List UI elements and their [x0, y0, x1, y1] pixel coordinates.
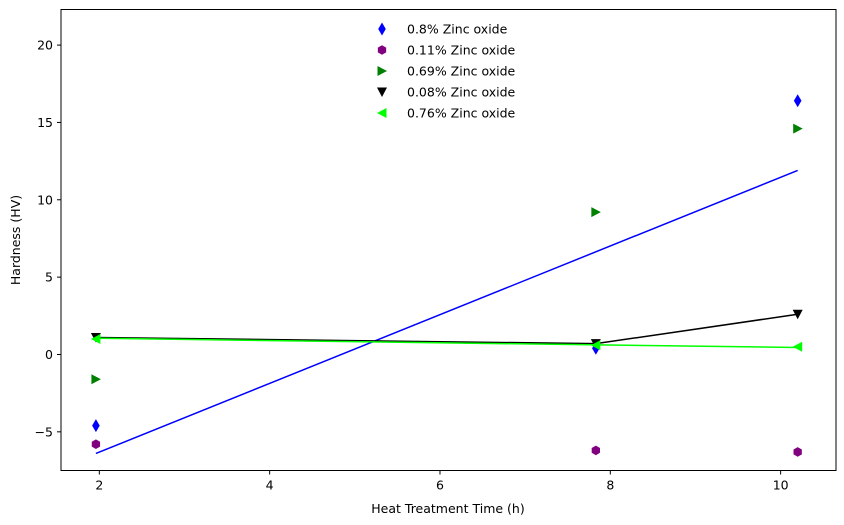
data-point-0-69-zinc-oxide: [793, 123, 803, 134]
plot-area-frame: [60, 9, 837, 471]
x-tick-label: 4: [266, 478, 274, 493]
legend-item-0-76-zinc-oxide: 0.76% Zinc oxide: [377, 106, 516, 121]
y-tick-label: 0: [45, 347, 53, 362]
data-point-0-76-zinc-oxide: [792, 341, 803, 352]
y-tick-label: 20: [37, 38, 53, 53]
data-point-0-69-zinc-oxide: [591, 207, 601, 218]
y-axis-label: Hardness (HV): [8, 195, 23, 285]
y-tick-label: 10: [37, 192, 53, 207]
legend-label: 0.08% Zinc oxide: [407, 85, 516, 100]
fit-lines: [95, 169, 798, 455]
data-point-0-08-zinc-oxide: [792, 309, 803, 320]
legend-marker: [377, 66, 387, 76]
legend-marker: [377, 45, 387, 55]
y-axis: −5 0 5 10 15 20: [35, 38, 61, 439]
data-point-0-76-zinc-oxide: [90, 334, 101, 345]
series-line-0-76-zinc-oxide: [95, 337, 798, 349]
x-tick-label: 8: [606, 478, 614, 493]
x-tick-label: 6: [436, 478, 444, 493]
legend-label: 0.69% Zinc oxide: [407, 64, 516, 79]
x-axis: 2 4 6 8 10: [95, 470, 789, 493]
data-point-0-76-zinc-oxide: [590, 340, 601, 351]
y-tick-label: 5: [45, 270, 53, 285]
x-axis-label: Heat Treatment Time (h): [371, 501, 524, 516]
data-point-0-11-zinc-oxide: [591, 445, 600, 456]
legend-marker: [378, 22, 386, 36]
legend: 0.8% Zinc oxide 0.11% Zinc oxide 0.69% Zin…: [377, 22, 516, 121]
legend-item-0-8-zinc-oxide: 0.8% Zinc oxide: [378, 22, 508, 37]
y-tick-label: −5: [35, 424, 53, 439]
x-tick-label: 10: [773, 478, 789, 493]
data-point-0-11-zinc-oxide: [91, 439, 101, 449]
data-points: [90, 94, 803, 457]
x-tick-label: 2: [95, 478, 103, 493]
data-point-0-11-zinc-oxide: [793, 447, 802, 457]
legend-label: 0.76% Zinc oxide: [407, 106, 516, 121]
series-line-0-8-zinc-oxide: [95, 169, 798, 455]
data-point-0-8-zinc-oxide: [92, 419, 100, 433]
legend-item-0-11-zinc-oxide: 0.11% Zinc oxide: [377, 43, 516, 58]
legend-item-0-08-zinc-oxide: 0.08% Zinc oxide: [377, 85, 516, 100]
data-point-0-8-zinc-oxide: [793, 94, 802, 108]
legend-marker: [377, 108, 387, 118]
legend-marker: [377, 87, 387, 97]
legend-label: 0.11% Zinc oxide: [407, 43, 516, 58]
legend-label: 0.8% Zinc oxide: [407, 22, 508, 37]
legend-item-0-69-zinc-oxide: 0.69% Zinc oxide: [377, 64, 516, 79]
y-tick-label: 15: [37, 115, 53, 130]
data-point-0-69-zinc-oxide: [91, 374, 101, 385]
